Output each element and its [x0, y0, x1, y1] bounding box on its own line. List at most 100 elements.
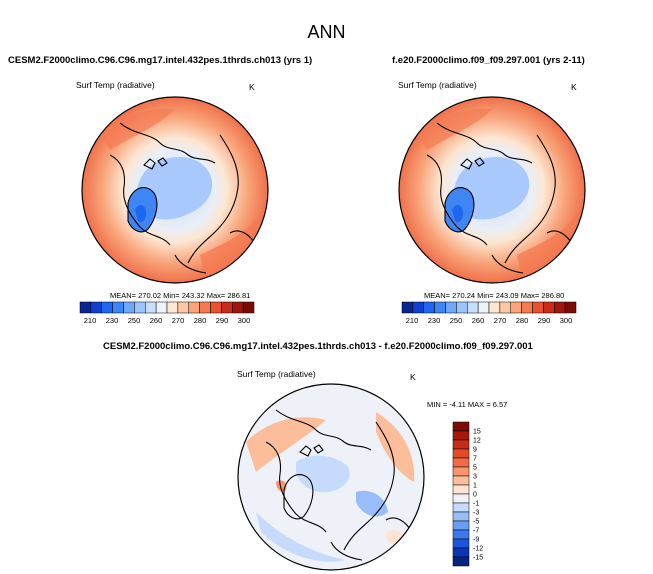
colorbar-swatch	[123, 301, 135, 314]
colorbar-tick-label: 250	[128, 316, 141, 325]
colorbar-tick-label: 300	[560, 316, 573, 325]
colorbar-tick-label: 7	[473, 456, 477, 463]
colorbar-tick-label: 280	[516, 316, 529, 325]
colorbar-swatch	[452, 421, 470, 432]
panel-2-title: f.e20.F2000climo.f09_f09.297.001 (yrs 2-…	[392, 55, 585, 66]
colorbar-swatch	[477, 301, 490, 314]
panel-2-units: K	[571, 82, 577, 92]
colorbar-swatch	[177, 301, 189, 314]
colorbar-tick-label: 5	[473, 465, 477, 472]
colorbar-swatch	[199, 301, 211, 314]
colorbar-swatch	[554, 301, 566, 314]
panel-1-coastlines	[109, 122, 257, 274]
colorbar-swatch	[452, 511, 470, 522]
panel-2-variable: Surf Temp (radiative)	[398, 80, 477, 90]
colorbar-swatch	[488, 301, 501, 314]
colorbar-swatch	[434, 301, 446, 314]
colorbar-tick-label: 12	[473, 438, 481, 445]
colorbar-swatch	[452, 448, 470, 459]
colorbar-swatch	[134, 301, 146, 314]
panel-3-coastlines	[265, 409, 413, 561]
panel-3-colorbar: 15 12 9 7 5 3 1 0 -1 -3 -5 -7 -9 -12 -15	[452, 421, 483, 567]
colorbar-swatch	[452, 520, 470, 531]
colorbar-tick-label: -5	[473, 519, 479, 526]
panel-3-units: K	[410, 372, 416, 382]
panel-1-stats: MEAN= 270.02 Min= 243.32 Max= 286.81	[110, 291, 251, 300]
colorbar-swatch	[232, 301, 244, 314]
colorbar-tick-label: -9	[473, 537, 479, 544]
panel-3-map	[237, 383, 425, 571]
colorbar-tick-label: 9	[473, 447, 477, 454]
colorbar-tick-label: -15	[473, 555, 483, 562]
colorbar-swatch	[445, 301, 457, 314]
colorbar-swatch	[112, 301, 124, 314]
colorbar-tick-label: 230	[106, 316, 119, 325]
colorbar-swatch	[452, 466, 470, 477]
colorbar-tick-label: 3	[473, 474, 477, 481]
colorbar-tick-label: 0	[473, 492, 477, 499]
colorbar-swatch	[221, 301, 233, 314]
colorbar-swatch	[564, 301, 577, 314]
colorbar-swatch	[90, 301, 102, 314]
colorbar-swatch	[452, 556, 470, 567]
panel-1-map	[81, 96, 269, 284]
panel-3-stats: MIN = -4.11 MAX = 6.57	[427, 400, 508, 409]
colorbar-swatch	[452, 547, 470, 558]
colorbar-swatch	[456, 301, 468, 314]
colorbar-tick-label: 250	[450, 316, 463, 325]
colorbar-swatch	[452, 493, 470, 504]
panel-1-variable: Surf Temp (radiative)	[76, 80, 155, 90]
panel-2-stats: MEAN= 270.24 Min= 243.09 Max= 286.80	[424, 291, 565, 300]
colorbar-swatch	[188, 301, 200, 314]
colorbar-swatch	[510, 301, 522, 314]
colorbar-swatch	[401, 301, 414, 314]
colorbar-swatch	[166, 301, 179, 314]
colorbar-tick-label: 15	[473, 429, 481, 436]
colorbar-swatch	[79, 301, 92, 314]
colorbar-swatch	[155, 301, 168, 314]
panel-2-map	[398, 96, 586, 284]
colorbar-swatch	[532, 301, 544, 314]
colorbar-swatch	[210, 301, 222, 314]
colorbar-swatch	[452, 538, 470, 549]
colorbar-swatch	[145, 301, 157, 314]
colorbar-tick-label: 290	[538, 316, 551, 325]
colorbar-tick-label: 210	[84, 316, 97, 325]
colorbar-swatch	[452, 430, 470, 441]
colorbar-swatch	[101, 301, 113, 314]
figure-title: ANN	[307, 22, 346, 42]
colorbar-tick-label: 1	[473, 483, 477, 490]
panel-1-title: CESM2.F2000climo.C96.C96.mg17.intel.432p…	[8, 55, 313, 66]
colorbar-tick-label: 260	[472, 316, 485, 325]
colorbar-swatch	[412, 301, 424, 314]
colorbar-tick-label: 290	[216, 316, 229, 325]
colorbar-swatch	[543, 301, 555, 314]
colorbar-swatch	[242, 301, 255, 314]
colorbar-swatch	[467, 301, 479, 314]
panel-1-colorbar: 210 230 250 260 270 280 290 300	[79, 301, 255, 325]
colorbar-swatch	[452, 475, 470, 486]
colorbar-tick-label: 300	[238, 316, 251, 325]
colorbar-tick-label: 270	[494, 316, 507, 325]
colorbar-swatch	[452, 502, 470, 513]
colorbar-swatch	[452, 529, 470, 540]
colorbar-swatch	[452, 457, 470, 468]
colorbar-tick-label: 280	[194, 316, 207, 325]
colorbar-swatch	[452, 484, 470, 495]
colorbar-tick-label: -3	[473, 510, 479, 517]
colorbar-tick-label: 230	[428, 316, 441, 325]
panel-1-units: K	[249, 82, 255, 92]
colorbar-swatch	[452, 439, 470, 450]
colorbar-tick-label: 210	[406, 316, 419, 325]
panel-2-colorbar: 210 230 250 260 270 280 290 300	[401, 301, 577, 325]
colorbar-swatch	[499, 301, 511, 314]
panel-3-title: CESM2.F2000climo.C96.C96.mg17.intel.432p…	[103, 341, 533, 352]
colorbar-tick-label: 260	[150, 316, 163, 325]
colorbar-swatch	[423, 301, 435, 314]
colorbar-tick-label: -12	[473, 546, 483, 553]
colorbar-tick-label: -1	[473, 501, 479, 508]
panel-3-variable: Surf Temp (radiative)	[237, 369, 316, 379]
colorbar-tick-label: 270	[172, 316, 185, 325]
colorbar-swatch	[521, 301, 533, 314]
colorbar-tick-label: -7	[473, 528, 479, 535]
